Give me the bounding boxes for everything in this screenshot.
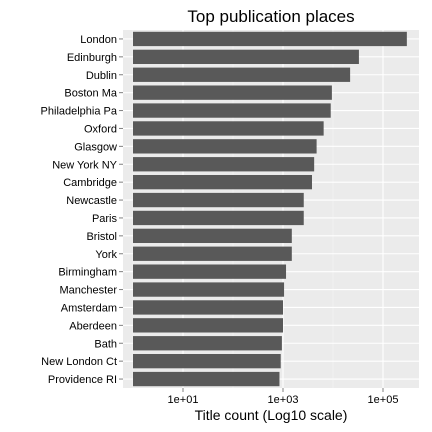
x-axis-title: Title count (Log10 scale)	[195, 407, 348, 423]
y-tick-label: Philadelphia Pa	[41, 106, 118, 118]
y-tick-label: Manchester	[60, 285, 118, 297]
y-tick-label: Glasgow	[74, 141, 117, 153]
y-tick-label: London	[80, 34, 117, 46]
y-tick-label: Oxford	[84, 123, 117, 135]
bar-boston-ma	[133, 85, 332, 100]
x-tick-label: 1e+05	[368, 394, 399, 406]
y-tick-label: Dublin	[86, 70, 117, 82]
bar-providence-ri	[133, 371, 280, 387]
x-tick-label: 1e+03	[268, 394, 299, 406]
bar-glasgow	[133, 139, 317, 154]
bar-bristol	[133, 228, 292, 244]
bar-london	[133, 31, 407, 47]
y-tick-label: Bath	[94, 338, 117, 350]
y-tick-label: Aberdeen	[69, 320, 117, 332]
x-tick-label: 1e+01	[168, 394, 199, 406]
y-tick-label: New London Ct	[41, 356, 117, 368]
bar-new-london-ct	[133, 353, 281, 369]
bar-bath	[133, 336, 282, 351]
y-tick-label: Providence RI	[48, 374, 117, 386]
y-tick-label: Paris	[92, 213, 118, 225]
plot-panel	[123, 30, 419, 388]
bars	[133, 31, 407, 387]
y-tick-label: New York NY	[52, 159, 117, 171]
y-tick-label: Amsterdam	[61, 302, 117, 314]
bar-cambridge	[133, 174, 312, 190]
y-tick-label: Birmingham	[58, 267, 117, 279]
bar-edinburgh	[133, 49, 359, 65]
bar-philadelphia-pa	[133, 103, 331, 118]
x-axis: 1e+01 1e+03 1e+05	[168, 388, 399, 406]
category-axis: London Edinburgh Dublin Boston Ma Philadelph…	[41, 34, 123, 386]
y-tick-label: Cambridge	[63, 177, 117, 189]
y-tick-label: York	[95, 249, 117, 261]
y-tick-label: Bristol	[86, 231, 117, 243]
bar-newcastle	[133, 192, 304, 208]
bar-amsterdam	[133, 300, 283, 315]
bar-manchester	[133, 282, 285, 297]
y-tick-label: Boston Ma	[64, 88, 117, 100]
bar-oxford	[133, 121, 324, 136]
chart-title: Top publication places	[187, 7, 354, 26]
bar-birmingham	[133, 264, 287, 279]
y-tick-label: Newcastle	[66, 195, 117, 207]
bar-new-york-ny	[133, 157, 315, 172]
bar-dublin	[133, 67, 351, 82]
bar-aberdeen	[133, 318, 283, 333]
bar-paris	[133, 210, 304, 226]
y-tick-label: Edinburgh	[67, 52, 117, 64]
bar-york	[133, 246, 292, 261]
